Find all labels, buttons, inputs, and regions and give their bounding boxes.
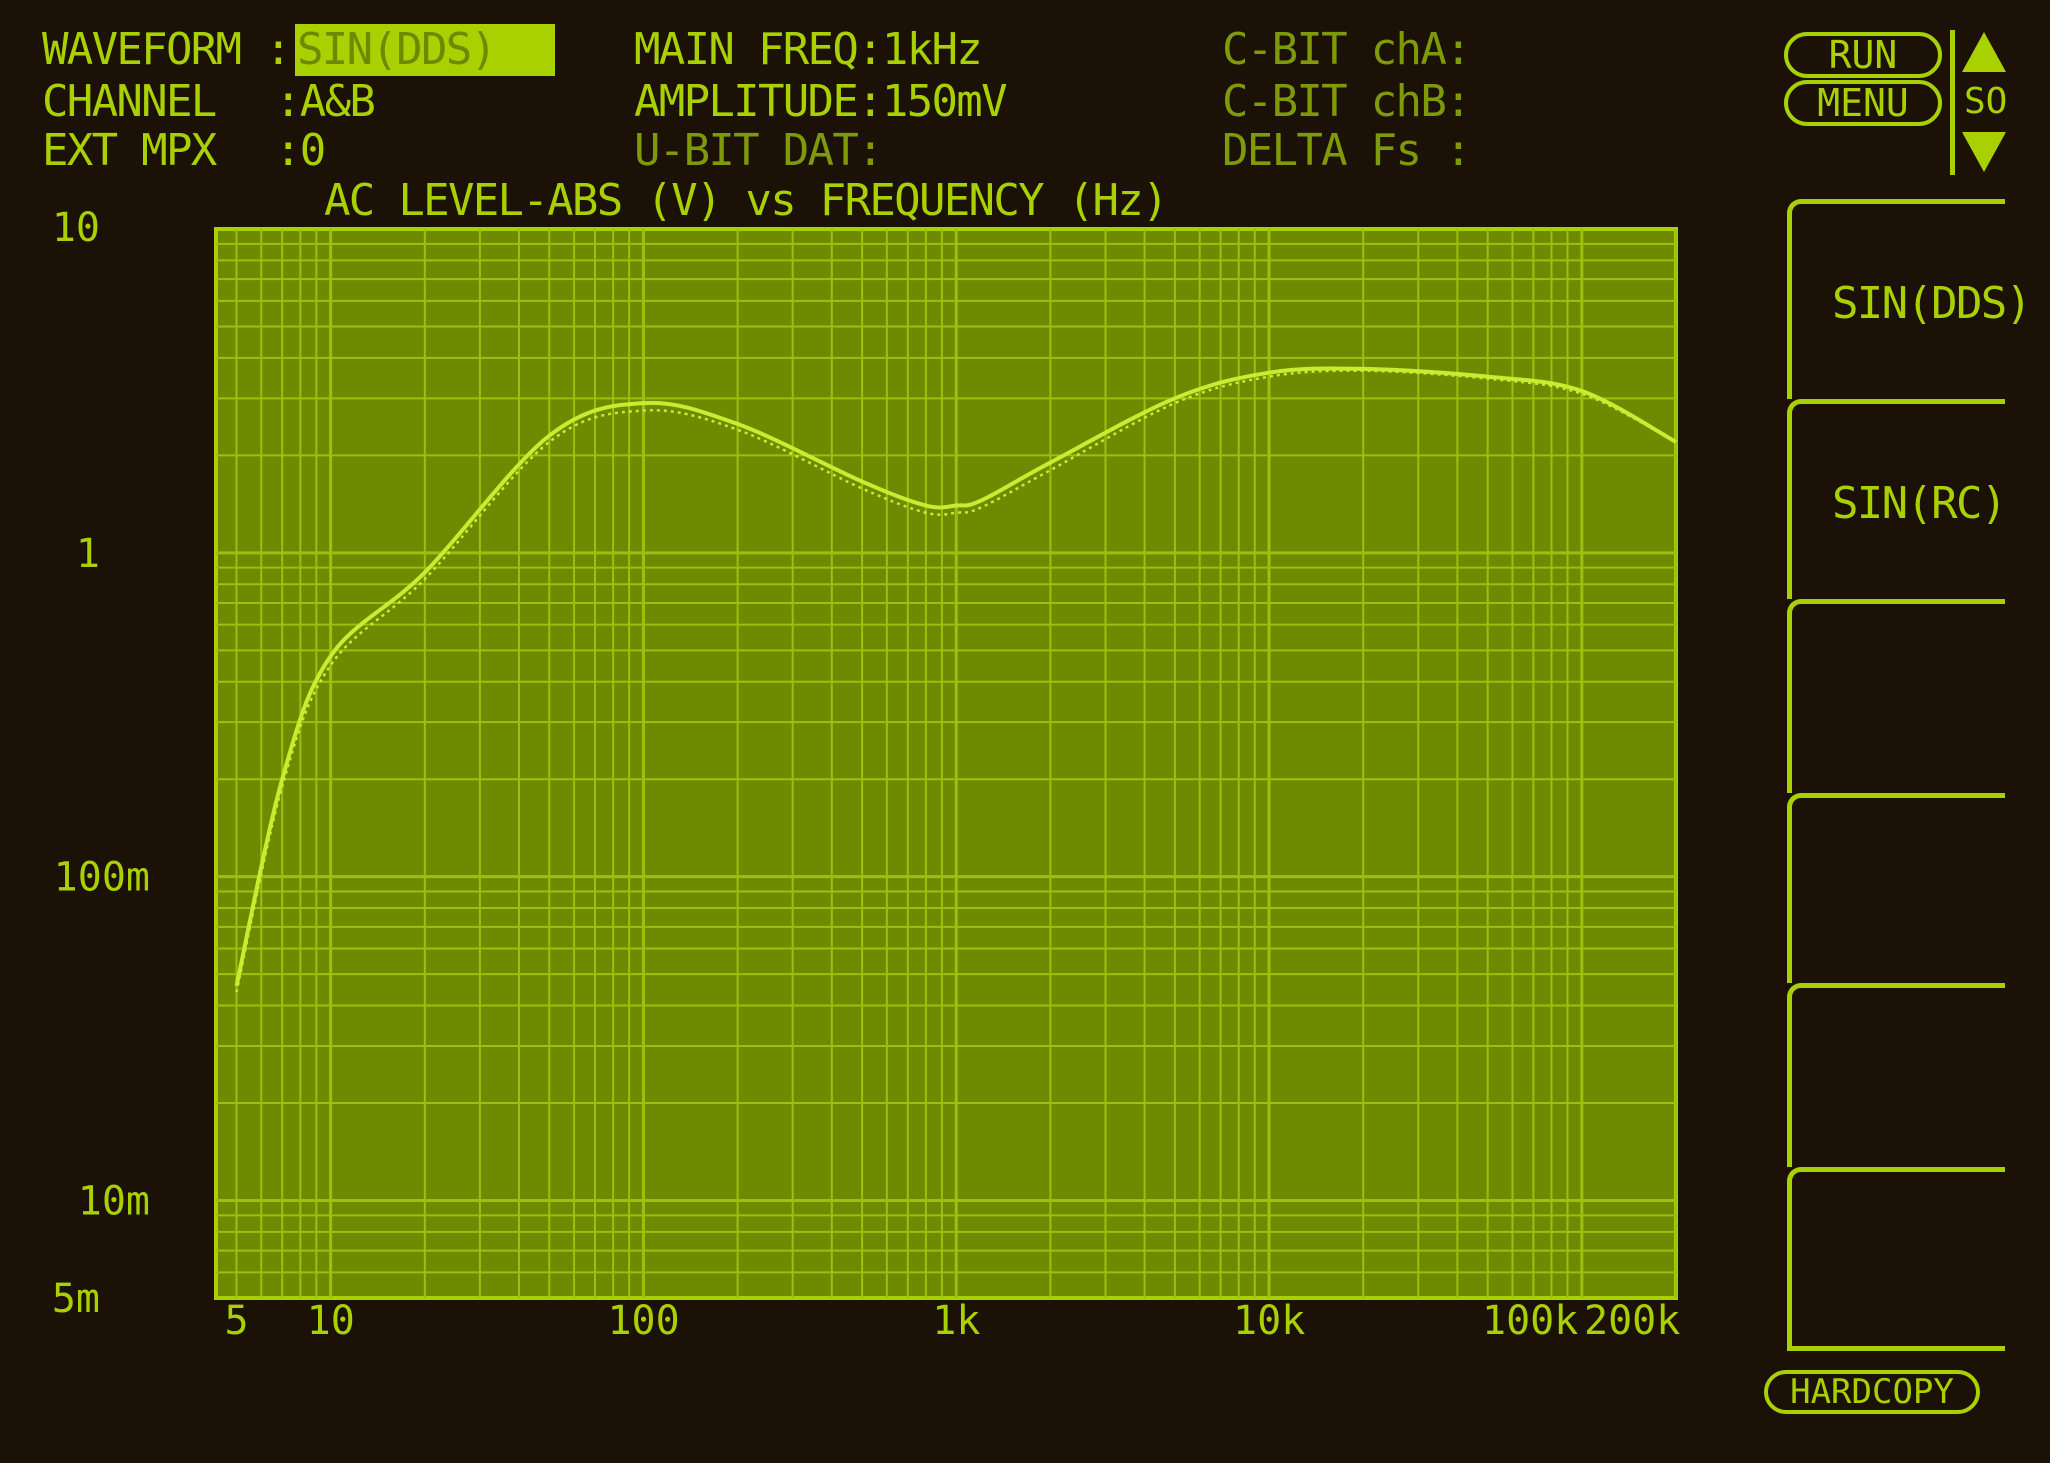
softkey-4[interactable] <box>1787 793 2005 983</box>
amplitude: AMPLITUDE:150mV <box>634 76 1008 127</box>
y-tick-label: 100m <box>54 855 150 901</box>
c-bit-chb: C-BIT chB: <box>1222 76 1472 127</box>
series-a-line <box>234 366 1677 987</box>
softkey-sin-dds[interactable]: SIN(DDS) <box>1787 199 2032 399</box>
x-tick-label: 1k <box>932 1298 980 1344</box>
hardcopy-button[interactable]: HARDCOPY <box>1764 1370 1980 1414</box>
y-tick-label: 5m <box>52 1276 100 1322</box>
run-label: RUN <box>1828 33 1898 77</box>
ext-mpx-label: EXT MPX <box>42 125 217 176</box>
y-tick-label: 10m <box>78 1179 150 1225</box>
waveform-value[interactable]: SIN(DDS) <box>297 24 497 75</box>
delta-fs: DELTA Fs : <box>1222 125 1472 176</box>
so-label: SO <box>1964 81 2008 122</box>
chart-title: AC LEVEL-ABS (V) vs FREQUENCY (Hz) <box>324 175 1169 226</box>
x-tick-label: 200k <box>1584 1298 1680 1344</box>
curves <box>234 366 1677 993</box>
x-tick-label: 10 <box>307 1298 355 1344</box>
softkey-6[interactable] <box>1787 1167 2005 1351</box>
channel-label: CHANNEL <box>42 76 217 127</box>
x-tick-label: 100 <box>607 1298 679 1344</box>
y-tick-label: 1 <box>76 531 100 577</box>
series-b-line <box>235 369 1677 993</box>
run-button[interactable]: RUN <box>1784 32 1942 78</box>
plot-background <box>214 227 1678 1300</box>
channel-value: :A&B <box>275 76 376 127</box>
softkey-3[interactable] <box>1787 599 2005 793</box>
softkey-5[interactable] <box>1787 983 2005 1167</box>
u-bit-dat: U-BIT DAT: <box>634 125 884 176</box>
divider <box>1950 30 1955 175</box>
x-tick-label: 100k <box>1482 1298 1578 1344</box>
menu-button[interactable]: MENU <box>1784 80 1942 126</box>
menu-label: MENU <box>1817 81 1909 125</box>
c-bit-cha: C-BIT chA: <box>1222 24 1472 75</box>
x-tick-label: 10k <box>1233 1298 1305 1344</box>
up-arrow-icon[interactable] <box>1962 32 2006 72</box>
hardcopy-label: HARDCOPY <box>1790 1372 1954 1412</box>
x-tick-label: 5 <box>224 1298 248 1344</box>
waveform-highlight[interactable] <box>295 24 555 76</box>
main-freq: MAIN FREQ:1kHz <box>634 24 983 75</box>
down-arrow-icon[interactable] <box>1962 132 2006 172</box>
tick-labels: 5 10 100 1k 10k 100k 200k 10 1 100m 10m 5m <box>52 205 1681 1344</box>
grid <box>216 229 1677 1298</box>
ext-mpx-value: :0 <box>275 125 326 176</box>
y-tick-label: 10 <box>52 205 100 251</box>
waveform-label: WAVEFORM : <box>42 24 292 75</box>
softkey-sin-rc[interactable]: SIN(RC) <box>1787 399 2007 599</box>
